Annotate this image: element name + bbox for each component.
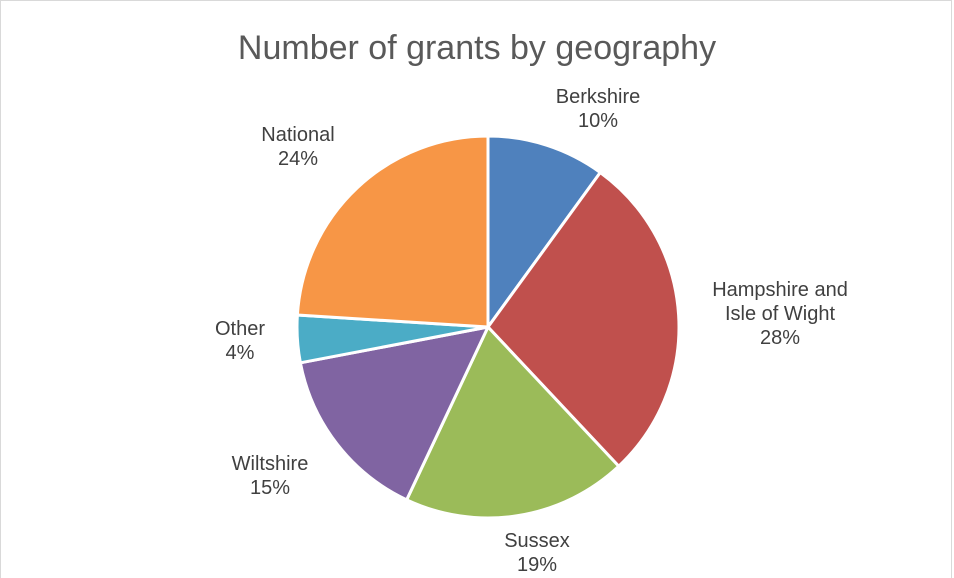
data-label-national: National 24% <box>261 124 334 170</box>
data-label-berkshire: Berkshire 10% <box>556 86 640 132</box>
data-label-sussex: Sussex 19% <box>504 530 570 576</box>
pie-slice-national <box>295 134 490 329</box>
data-label-wiltshire: Wiltshire 15% <box>232 453 309 499</box>
data-label-other: Other 4% <box>215 318 265 364</box>
pie-labels: Berkshire 10% Hampshire and Isle of Wight 28… <box>215 86 848 576</box>
pie-slice-sussex <box>405 325 621 520</box>
chart-title: Number of grants by geography <box>237 29 717 67</box>
pie-slice-berkshire <box>486 134 602 329</box>
data-label-hampshire-and-isle-of-wight: Hampshire and Isle of Wight 28% <box>712 279 848 349</box>
pie-slices <box>295 134 681 520</box>
pie-slice-hampshire-and-isle-of-wight <box>486 170 681 468</box>
pie-slice-wiltshire <box>298 325 490 502</box>
